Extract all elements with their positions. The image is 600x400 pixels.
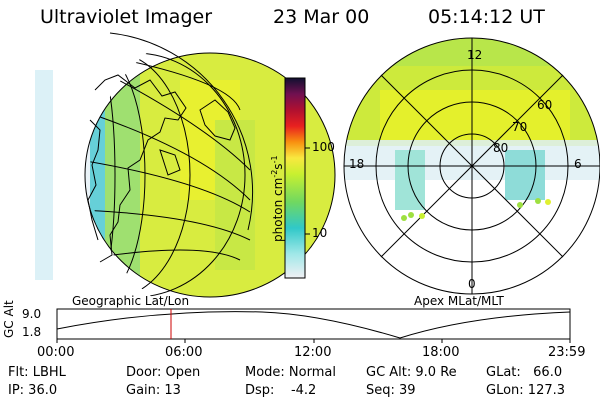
- status-glat: GLat: 66.0: [486, 365, 563, 380]
- status-seq: Seq: 39: [366, 383, 416, 398]
- mlt-label-0: 0: [468, 277, 476, 291]
- right-panel-caption: Apex MLat/MLT: [414, 294, 504, 308]
- date-label: 23 Mar 00: [273, 6, 370, 28]
- status-glon: GLon: 127.3: [486, 383, 566, 398]
- timeline-ytick-bottom: 1.8: [22, 325, 42, 339]
- mlat-label-60: 60: [537, 98, 553, 112]
- mlt-label-12: 12: [467, 48, 483, 62]
- mlat-label-80: 80: [493, 141, 509, 155]
- timeline-xtick-1200: 12:00: [294, 345, 332, 360]
- status-gain: Gain: 13: [126, 383, 181, 398]
- left-panel-caption: Geographic Lat/Lon: [72, 294, 190, 308]
- status-mode: Mode: Normal: [245, 365, 336, 380]
- mlt-label-18: 18: [349, 157, 365, 171]
- status-dsp: Dsp: -4.2: [245, 383, 317, 398]
- status-door: Door: Open: [126, 365, 201, 380]
- colorbar-tick-100: 100: [312, 140, 335, 154]
- frame-arc: [109, 32, 254, 231]
- timeline-xtick-0600: 06:00: [165, 345, 203, 360]
- instrument-title: Ultraviolet Imager: [40, 6, 213, 28]
- status-filter: Flt: LBHL: [8, 365, 66, 380]
- polar-grid: [343, 37, 600, 295]
- timeline-xtick-0000: 00:00: [37, 345, 75, 360]
- timeline-ytick-top: 9.0: [22, 307, 42, 321]
- earth-limb: [84, 52, 336, 298]
- mlat-label-70: 70: [512, 120, 528, 134]
- altitude-curve: [56, 311, 571, 339]
- noise-speckle: [35, 70, 53, 280]
- status-gc-alt: GC Alt: 9.0 Re: [366, 365, 457, 380]
- coastlines: [87, 74, 236, 263]
- aurora-spots: [401, 198, 551, 221]
- timeline-xtick-1800: 18:00: [422, 345, 460, 360]
- time-label: 05:14:12 UT: [428, 6, 545, 28]
- timeline-xtick-2359: 23:59: [548, 345, 586, 360]
- status-ip: IP: 36.0: [8, 383, 58, 398]
- timeline-ylabel: GC Alt: [2, 300, 16, 338]
- colorbar-tick-10: 10: [312, 226, 328, 240]
- mlt-label-6: 6: [574, 157, 582, 171]
